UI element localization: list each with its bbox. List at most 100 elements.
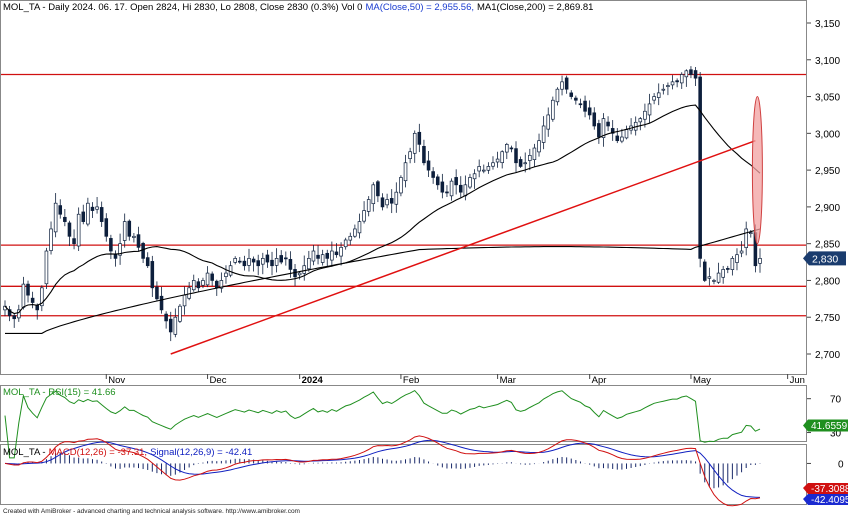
candle-body: [389, 198, 394, 204]
macd-badge: -37.3088: [811, 484, 850, 495]
candle-body: [675, 80, 679, 83]
date-tick-label: Apr: [592, 375, 607, 386]
candle-body: [707, 276, 712, 279]
candle-body: [182, 294, 187, 307]
macd-badge-shape: [803, 483, 848, 494]
signal-badge: -42.4095: [811, 495, 850, 506]
candle-body: [385, 199, 389, 206]
candle-body: [53, 202, 58, 233]
macd-panel-frame: [0, 444, 807, 505]
candle-body: [155, 286, 159, 300]
candle-body: [486, 166, 491, 171]
candle-body: [656, 92, 661, 98]
candle-body: [265, 254, 270, 263]
candle-body: [698, 76, 702, 259]
price-tick-label: 2,750: [815, 313, 840, 324]
candle-body: [555, 88, 560, 103]
candle-body: [104, 218, 109, 237]
candle-body: [606, 121, 610, 127]
candle-body: [721, 269, 725, 278]
chart-title-prefix: MOL_TA - Daily 2024. 06. 17. Open 2824, …: [3, 2, 362, 13]
candle-body: [615, 135, 620, 142]
macd-line: [4, 435, 761, 507]
macd-legend-prefix: MOL_TA -: [3, 447, 46, 458]
candle-body: [325, 252, 330, 259]
candlesticks: [3, 66, 762, 342]
candle-body: [238, 260, 242, 263]
ma200-line: [5, 228, 761, 334]
rsi-badge: 41.6559: [811, 421, 848, 432]
candle-body: [666, 85, 670, 87]
candle-body: [316, 254, 320, 259]
candle-body: [371, 184, 376, 205]
candle-body: [610, 128, 615, 134]
candle-body: [288, 258, 293, 270]
candle-body: [509, 147, 514, 150]
candle-body: [394, 191, 399, 205]
rsi-line: [4, 389, 761, 459]
candle-body: [583, 100, 587, 112]
candle-body: [472, 173, 477, 180]
candle-body: [758, 258, 762, 264]
candle-body: [528, 155, 532, 161]
candle-body: [712, 280, 716, 282]
candle-body: [435, 176, 440, 186]
candle-body: [564, 77, 569, 90]
candle-body: [113, 253, 118, 259]
macd-legend-signal: Signal(12,26,9) = -42.41: [150, 447, 252, 458]
candle-body: [187, 287, 191, 299]
date-tick-label: Dec: [210, 375, 227, 386]
candle-body: [44, 250, 49, 285]
candle-body: [491, 162, 495, 167]
candle-body: [380, 197, 385, 208]
price-tick-label: 2,850: [815, 240, 840, 251]
price-tick-label: 3,050: [815, 93, 840, 104]
candle-body: [417, 131, 422, 145]
candle-body: [569, 92, 574, 97]
candle-body: [431, 171, 435, 178]
candle-body: [307, 258, 311, 270]
date-tick-label: Nov: [108, 375, 125, 386]
candle-body: [523, 162, 527, 165]
candle-body: [684, 70, 689, 78]
macd-tick-label: 0: [838, 459, 844, 470]
candle-body: [689, 69, 693, 75]
rsi-legend: MOL_TA - RSI(15) = 41.66: [3, 387, 116, 398]
candle-body: [624, 129, 629, 139]
candle-body: [150, 261, 155, 289]
candle-body: [58, 205, 63, 215]
candle-body: [546, 114, 551, 130]
date-tick-label: May: [693, 375, 711, 386]
date-tick-label: 2024: [302, 375, 324, 386]
candle-body: [297, 272, 302, 276]
candle-body: [449, 180, 454, 197]
candle-body: [40, 287, 44, 307]
candle-body: [574, 97, 578, 101]
candle-body: [251, 258, 256, 263]
candle-body: [99, 207, 104, 222]
candle-body: [725, 268, 730, 270]
macd-legend-macd: MACD(12,26) = -37.31,: [49, 447, 147, 458]
candle-body: [739, 250, 744, 254]
candle-body: [7, 309, 12, 317]
candle-body: [214, 280, 219, 289]
candle-body: [12, 315, 16, 320]
candle-body: [81, 211, 86, 222]
candle-body: [661, 88, 666, 91]
candle-body: [90, 206, 95, 211]
candle-body: [592, 112, 597, 127]
candle-body: [403, 162, 408, 182]
candle-body: [362, 210, 366, 222]
candle-body: [348, 235, 353, 241]
candle-body: [735, 254, 739, 263]
candle-body: [366, 199, 371, 212]
candle-body: [72, 238, 76, 245]
candle-body: [518, 159, 523, 167]
chart-title: MOL_TA - Daily 2024. 06. 17. Open 2824, …: [3, 2, 593, 13]
candle-body: [210, 273, 214, 281]
rsi-panel-frame: [0, 385, 807, 442]
candle-body: [26, 283, 30, 296]
candle-body: [749, 232, 753, 234]
candle-body: [730, 258, 735, 270]
